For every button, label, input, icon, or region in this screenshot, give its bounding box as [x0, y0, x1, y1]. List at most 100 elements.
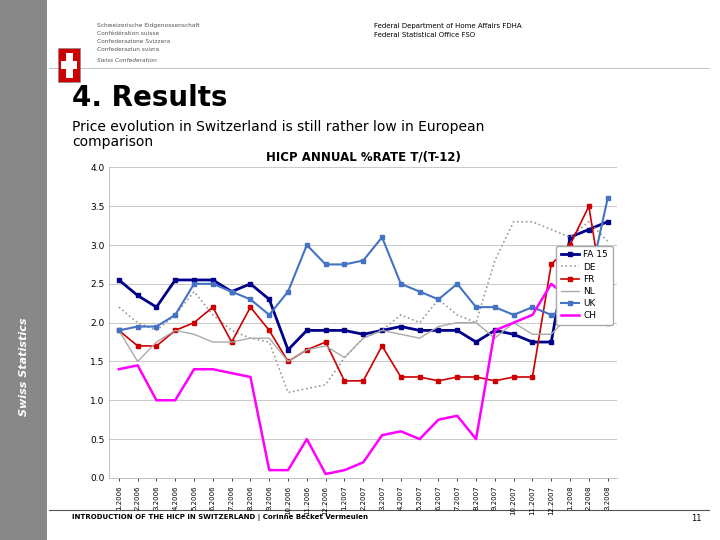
DE — [509, 219, 518, 225]
DE — [171, 312, 179, 318]
FA 15 — [246, 281, 255, 287]
NL — [453, 320, 462, 326]
FA 15 — [397, 323, 405, 330]
Text: Swiss Statistics: Swiss Statistics — [19, 318, 29, 416]
FA 15 — [378, 327, 387, 334]
CH — [509, 320, 518, 326]
UK — [321, 261, 330, 268]
FR — [509, 374, 518, 380]
Line: FR: FR — [117, 204, 610, 383]
FR — [547, 261, 556, 268]
Line: NL: NL — [119, 311, 608, 361]
UK — [133, 323, 142, 330]
Legend: FA 15, DE, FR, NL, UK, CH: FA 15, DE, FR, NL, UK, CH — [556, 246, 613, 325]
DE — [397, 312, 405, 318]
DE — [228, 327, 236, 334]
DE — [209, 312, 217, 318]
Text: 4. Results: 4. Results — [72, 84, 228, 112]
FA 15 — [152, 304, 161, 310]
DE — [547, 226, 556, 233]
CH — [397, 428, 405, 435]
FR — [284, 358, 292, 365]
NL — [171, 327, 179, 334]
CH — [190, 366, 199, 373]
FA 15 — [509, 331, 518, 338]
CH — [114, 366, 123, 373]
NL — [378, 327, 387, 334]
Bar — [61, 61, 77, 69]
FA 15 — [209, 276, 217, 283]
FR — [528, 374, 536, 380]
Text: comparison: comparison — [72, 135, 153, 149]
CH — [585, 273, 593, 279]
CH — [378, 432, 387, 438]
UK — [453, 281, 462, 287]
Line: DE: DE — [119, 222, 608, 393]
NL — [152, 339, 161, 345]
CH — [133, 362, 142, 369]
CH — [284, 467, 292, 474]
UK — [566, 304, 575, 310]
UK — [415, 288, 424, 295]
FR — [566, 242, 575, 248]
DE — [321, 381, 330, 388]
CH — [359, 459, 368, 465]
CH — [566, 296, 575, 302]
FR — [603, 320, 612, 326]
UK — [114, 327, 123, 334]
Bar — [0, 0, 47, 540]
CH — [434, 416, 443, 423]
UK — [490, 304, 499, 310]
FA 15 — [490, 327, 499, 334]
FA 15 — [228, 288, 236, 295]
FA 15 — [321, 327, 330, 334]
FR — [114, 327, 123, 334]
DE — [114, 304, 123, 310]
NL — [114, 327, 123, 334]
CH — [228, 370, 236, 376]
NL — [133, 358, 142, 365]
DE — [528, 219, 536, 225]
Bar — [58, 48, 80, 82]
DE — [603, 238, 612, 245]
Text: Federal Department of Home Affairs FDHA: Federal Department of Home Affairs FDHA — [374, 23, 522, 29]
UK — [359, 258, 368, 264]
NL — [340, 354, 348, 361]
CH — [321, 471, 330, 477]
CH — [152, 397, 161, 403]
DE — [359, 335, 368, 341]
NL — [284, 358, 292, 365]
FA 15 — [171, 276, 179, 283]
DE — [472, 320, 480, 326]
UK — [190, 281, 199, 287]
NL — [585, 308, 593, 314]
DE — [265, 339, 274, 345]
NL — [397, 331, 405, 338]
DE — [340, 354, 348, 361]
Text: Swiss Confederation: Swiss Confederation — [97, 58, 157, 63]
FA 15 — [359, 331, 368, 338]
FR — [340, 377, 348, 384]
CH — [453, 413, 462, 419]
FA 15 — [528, 339, 536, 345]
FR — [302, 347, 311, 353]
CH — [490, 327, 499, 334]
FA 15 — [284, 347, 292, 353]
NL — [472, 320, 480, 326]
UK — [152, 323, 161, 330]
UK — [603, 195, 612, 202]
FA 15 — [434, 327, 443, 334]
FA 15 — [566, 234, 575, 240]
Line: CH: CH — [119, 276, 608, 474]
UK — [434, 296, 443, 302]
Line: FA 15: FA 15 — [117, 220, 610, 352]
Text: 11: 11 — [691, 514, 702, 523]
FR — [472, 374, 480, 380]
DE — [302, 386, 311, 392]
FA 15 — [547, 339, 556, 345]
FR — [378, 343, 387, 349]
CH — [547, 281, 556, 287]
UK — [302, 242, 311, 248]
FR — [209, 304, 217, 310]
FA 15 — [114, 276, 123, 283]
